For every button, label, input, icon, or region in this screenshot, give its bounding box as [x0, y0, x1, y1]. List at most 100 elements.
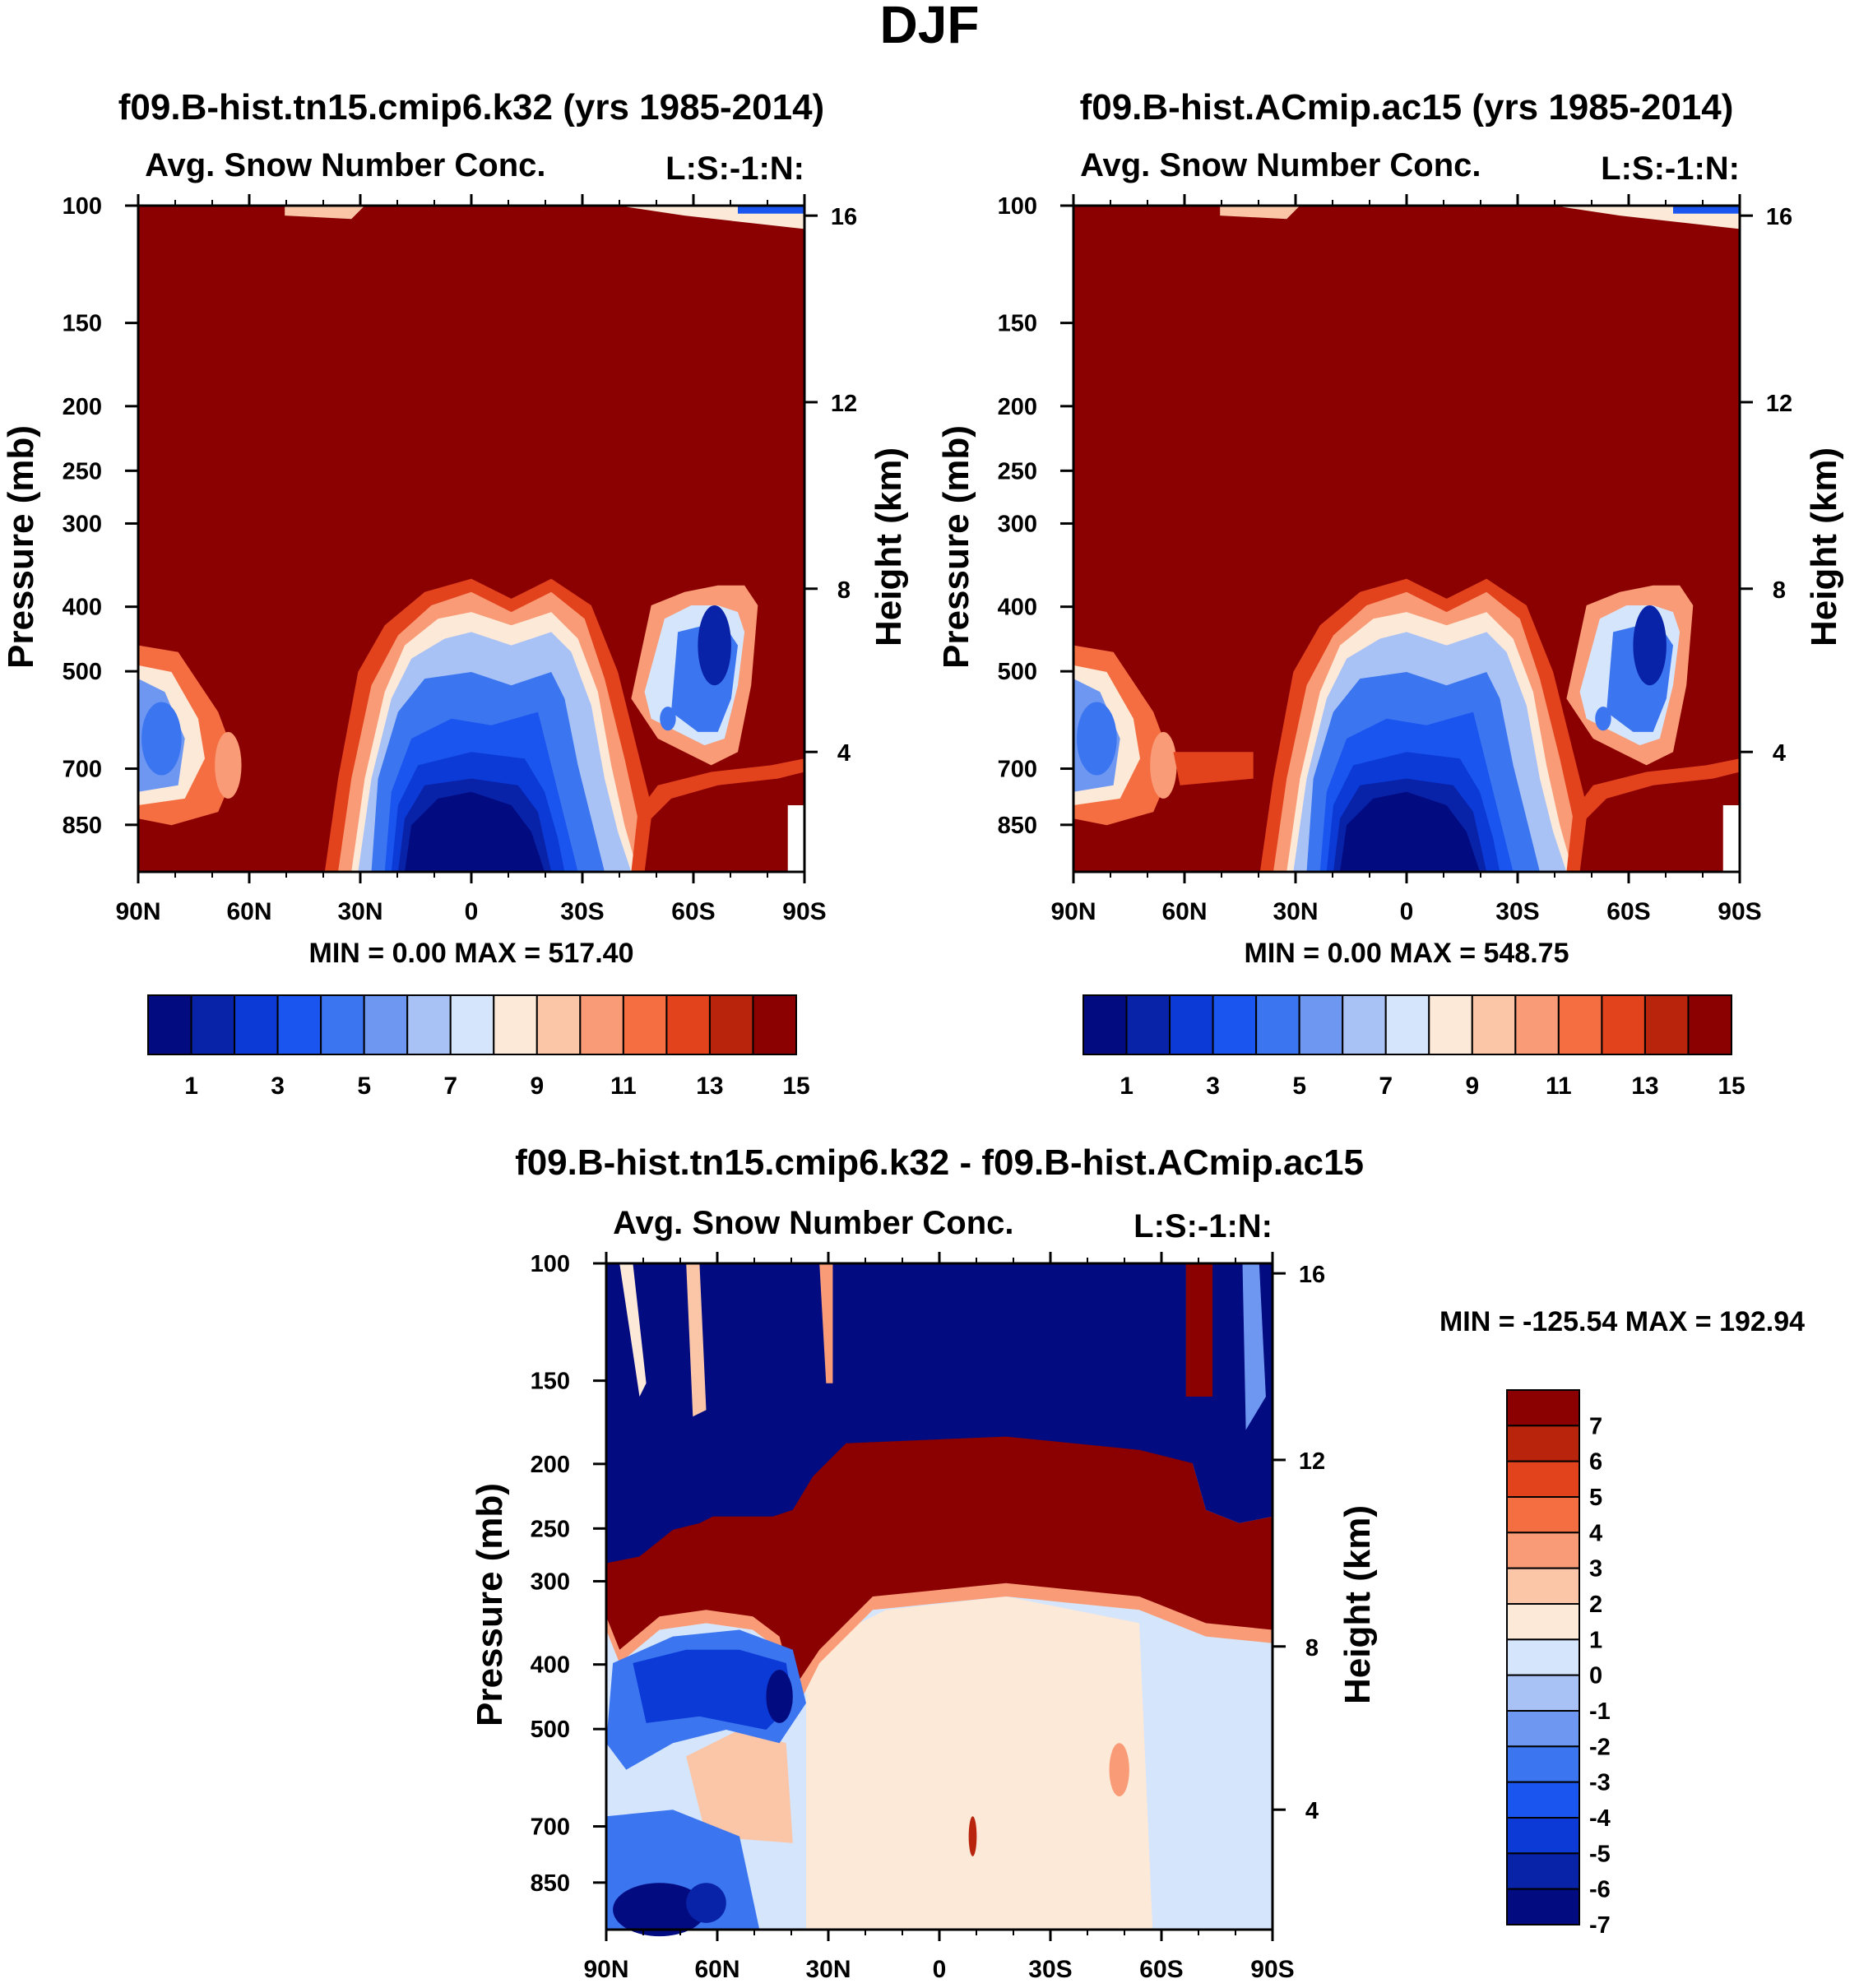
colorbar-box	[1125, 994, 1171, 1055]
y-right-tick-label: 8	[1773, 577, 1786, 604]
colorbar-label: 7	[1589, 1413, 1602, 1439]
right-string: L:S:-1:N:	[1133, 1208, 1273, 1244]
colorbar-label: -5	[1589, 1841, 1611, 1867]
x-tick-label: 60S	[1606, 898, 1650, 925]
y-right-axis-title: Height (km)	[869, 447, 909, 646]
dome-core	[405, 791, 545, 872]
y-tick-label: 850	[63, 813, 102, 839]
panel-difference: f09.B-hist.tn15.cmip6.k32 - f09.B-hist.A…	[470, 1142, 1805, 1983]
y-tick-label: 200	[998, 394, 1037, 420]
colorbar-label: 7	[1379, 1073, 1393, 1100]
colorbar-box	[147, 994, 192, 1055]
colorbar-box	[234, 994, 279, 1055]
y-tick-label: 700	[998, 757, 1037, 783]
panel-title: f09.B-hist.tn15.cmip6.k32 (yrs 1985-2014…	[118, 87, 824, 127]
colorbar-label: 1	[1120, 1073, 1133, 1100]
y-tick-label: 500	[531, 1717, 570, 1743]
colorbar-label: 6	[1589, 1449, 1602, 1476]
colorbar-box	[1384, 994, 1430, 1055]
sh-red-spot	[1109, 1743, 1129, 1797]
x-tick-label: 90N	[115, 898, 160, 925]
colorbar-box	[320, 994, 365, 1055]
y-tick-label: 700	[531, 1814, 570, 1841]
x-tick-label: 60S	[671, 898, 715, 925]
colorbar-label: 9	[530, 1073, 544, 1100]
colorbar-label: 5	[357, 1073, 371, 1100]
colorbar-box	[1255, 994, 1300, 1055]
colorbar-box	[449, 994, 495, 1055]
x-tick-label: 30N	[1273, 898, 1318, 925]
colorbar-label: 2	[1589, 1592, 1602, 1618]
colorbar-label: 4	[1589, 1520, 1602, 1546]
colorbar-box	[665, 994, 711, 1055]
colorbar-box	[1687, 994, 1732, 1055]
y-right-tick-label: 4	[837, 740, 851, 767]
x-tick-label: 0	[465, 898, 479, 925]
colorbar-box	[1506, 1745, 1580, 1783]
nh-lobe-core	[141, 702, 182, 776]
missing-data	[787, 805, 804, 872]
y-tick-label: 100	[998, 193, 1037, 220]
y-right-tick-label: 16	[1299, 1262, 1325, 1288]
y-tick-label: 300	[998, 511, 1037, 537]
colorbar-label: 15	[782, 1073, 809, 1100]
y-right-tick-label: 12	[831, 391, 857, 417]
nh-low-blue-core-2	[686, 1883, 726, 1923]
colorbar-box	[579, 994, 624, 1055]
nh-red-spike-2	[686, 1263, 707, 1417]
colorbar-box	[1506, 1425, 1580, 1462]
x-tick-label: 90S	[1250, 1956, 1294, 1983]
colorbar-box	[1506, 1603, 1580, 1641]
sh-blob-core	[698, 605, 731, 686]
y-right-tick-label: 8	[837, 577, 851, 604]
y-tick-label: 850	[998, 813, 1037, 839]
field	[606, 1263, 1273, 1937]
y-tick-label: 850	[531, 1870, 570, 1897]
x-tick-label: 30S	[1495, 898, 1539, 925]
colorbar-label: -1	[1589, 1698, 1611, 1725]
colorbar-box	[1506, 1460, 1580, 1498]
y-axis-title: Pressure (mb)	[1, 425, 41, 669]
colorbar-box	[1601, 994, 1646, 1055]
left-string: Avg. Snow Number Conc.	[1080, 147, 1481, 183]
y-tick-label: 300	[531, 1569, 570, 1595]
colorbar-box	[1506, 1781, 1580, 1819]
sh-blob-core	[1633, 605, 1667, 686]
y-right-tick-label: 8	[1305, 1635, 1319, 1661]
colorbar-box	[493, 994, 538, 1055]
colorbar-box	[1506, 1852, 1580, 1890]
colorbar-label: 3	[1589, 1556, 1602, 1583]
panel-control: f09.B-hist.tn15.cmip6.k32 (yrs 1985-2014…	[1, 87, 909, 1100]
upper-red-band	[606, 1430, 1273, 1690]
min-max-stats: MIN = 0.00 MAX = 548.75	[1245, 938, 1569, 969]
nh-side-blob	[215, 731, 242, 799]
nh-mid-blue-core	[633, 1649, 793, 1730]
colorbar-label: 9	[1465, 1073, 1479, 1100]
nh-lobe-core	[1077, 702, 1117, 776]
left-string: Avg. Snow Number Conc.	[613, 1205, 1013, 1241]
figure-title: DJF	[880, 0, 980, 54]
y-right-axis-title: Height (km)	[1804, 447, 1844, 646]
colorbar-box	[1557, 994, 1603, 1055]
dome-core	[1340, 791, 1481, 872]
x-tick-label: 30N	[337, 898, 382, 925]
y-tick-label: 500	[998, 659, 1037, 685]
y-axis-title: Pressure (mb)	[936, 425, 976, 669]
y-tick-label: 250	[531, 1516, 570, 1542]
y-tick-label: 150	[998, 311, 1037, 337]
upper-strip	[285, 206, 365, 220]
x-tick-label: 90S	[782, 898, 826, 925]
colorbar-label: 11	[1546, 1073, 1572, 1100]
y-tick-label: 400	[998, 595, 1037, 621]
lower-light-red	[806, 1596, 1153, 1930]
y-tick-label: 300	[63, 511, 102, 537]
colorbar-label: 1	[184, 1073, 198, 1100]
colorbar-label: 11	[610, 1073, 637, 1100]
sh-small-blob	[660, 707, 676, 731]
x-tick-label: 30S	[1028, 1956, 1072, 1983]
colorbar-box	[752, 994, 798, 1055]
nh-band	[1173, 752, 1254, 785]
colorbar-box	[1506, 1389, 1580, 1427]
y-right-tick-label: 12	[1299, 1448, 1325, 1475]
x-tick-label: 30N	[805, 1956, 851, 1983]
